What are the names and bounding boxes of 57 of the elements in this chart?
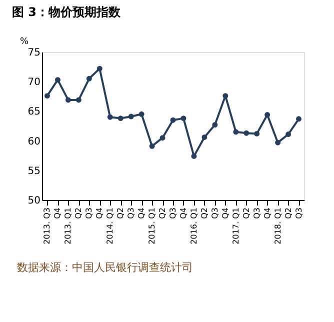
x-tick-label: Q4	[53, 208, 62, 219]
x-tick-label: 2017. Q1	[231, 208, 240, 244]
x-tick-label: Q3	[294, 208, 304, 219]
point	[170, 117, 176, 123]
x-tick-label: Q2	[200, 208, 209, 219]
x-tick-label: 2015. Q1	[148, 208, 157, 244]
point	[286, 132, 292, 138]
point	[244, 130, 250, 136]
source-note: 数据来源：中国人民银行调查统计司	[17, 261, 193, 274]
x-tick-label: 2018. Q1	[273, 208, 282, 244]
point	[202, 134, 208, 140]
point	[65, 97, 71, 103]
x-tick-label: Q3	[126, 208, 136, 219]
x-tick-label: Q2	[74, 208, 84, 219]
y-tick-label: 75	[28, 48, 40, 58]
point	[160, 135, 166, 141]
x-tick-label: Q3	[252, 208, 262, 219]
x-tick-label: Q2	[116, 208, 126, 219]
point	[118, 116, 124, 122]
point	[76, 97, 82, 103]
x-tick-label: Q4	[262, 208, 272, 219]
point	[107, 114, 113, 120]
x-tick-label: 2013. Q3	[42, 208, 52, 244]
x-tick-label: Q2	[284, 208, 293, 219]
chart-title: 图 3：物价预期指数	[12, 5, 122, 19]
x-tick-label: 2013. Q1	[64, 208, 73, 244]
y-axis-title: %	[20, 37, 29, 47]
x-tick-label: Q3	[210, 208, 220, 219]
point	[296, 116, 302, 122]
x-tick-label: Q4	[178, 208, 188, 219]
point	[128, 114, 134, 120]
x-tick-label: 2016. Q1	[189, 208, 198, 244]
point	[233, 129, 239, 135]
x-tick-label: Q2	[158, 208, 168, 219]
point	[44, 93, 50, 99]
x-tick-label: Q3	[84, 208, 94, 219]
point	[212, 122, 218, 128]
y-tick-label: 55	[28, 166, 40, 177]
point	[149, 143, 155, 149]
x-tick-label: Q4	[137, 208, 146, 219]
y-tick-label: 60	[28, 136, 40, 148]
x-tick-label: Q4	[95, 208, 104, 219]
point	[86, 76, 92, 82]
point	[264, 112, 270, 118]
point	[54, 77, 60, 83]
point	[180, 116, 186, 122]
x-tick-label: Q4	[220, 208, 230, 219]
point	[254, 130, 260, 136]
point	[96, 66, 102, 72]
y-tick-label: 70	[28, 77, 40, 88]
y-tick-label: 50	[28, 196, 40, 206]
y-tick-label: 65	[28, 106, 40, 118]
x-tick-label: 2014. Q1	[106, 208, 115, 244]
point	[138, 111, 144, 117]
x-tick-label: Q3	[168, 208, 178, 219]
x-tick-label: Q2	[242, 208, 251, 219]
point	[275, 140, 281, 146]
